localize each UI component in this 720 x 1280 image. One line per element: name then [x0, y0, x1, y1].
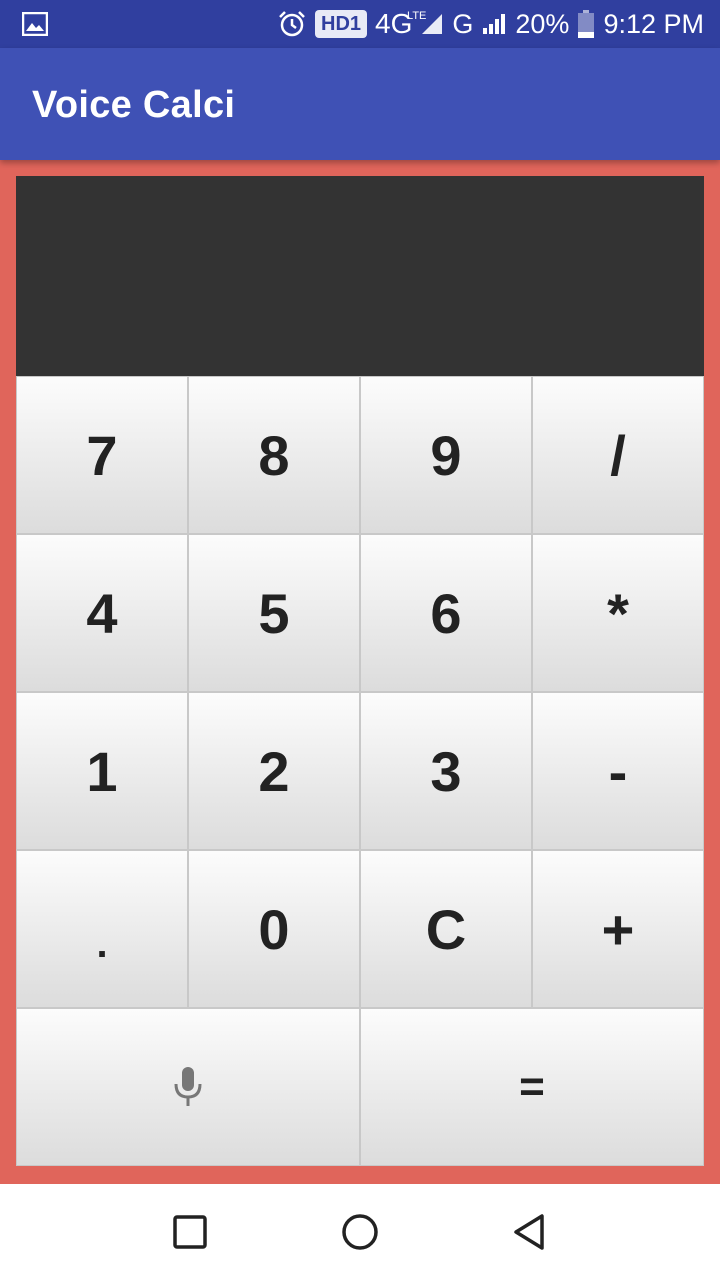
clock: 9:12 PM: [603, 8, 704, 39]
app-bar: Voice Calci: [0, 48, 720, 160]
key-equals[interactable]: =: [360, 1008, 704, 1166]
key-3[interactable]: 3: [360, 692, 532, 850]
calculator-display: [16, 176, 704, 376]
microphone-icon: [174, 1067, 202, 1106]
mic-button[interactable]: [16, 1008, 360, 1166]
network-g-label: G: [452, 8, 474, 39]
key-9[interactable]: 9: [360, 376, 532, 534]
signal-icon-2: [483, 14, 506, 34]
key-6[interactable]: 6: [360, 534, 532, 692]
key-1[interactable]: 1: [16, 692, 188, 850]
key-4[interactable]: 4: [16, 534, 188, 692]
key-7[interactable]: 7: [16, 376, 188, 534]
hd-badge: HD1: [315, 10, 368, 38]
navigation-bar: [0, 1184, 720, 1280]
battery-icon: [578, 10, 595, 38]
decimal-label: .: [96, 921, 108, 966]
key-decimal[interactable]: .: [16, 850, 188, 1008]
status-bar: HD1 4G LTE G 20% 9:12 PM: [0, 0, 720, 48]
signal-icon: [422, 14, 443, 34]
key-divide[interactable]: /: [532, 376, 704, 534]
key-add[interactable]: +: [532, 850, 704, 1008]
key-multiply[interactable]: *: [532, 534, 704, 692]
key-5[interactable]: 5: [188, 534, 360, 692]
home-icon[interactable]: [340, 1212, 380, 1252]
alarm-icon: [279, 11, 305, 37]
network-4g-label: 4G LTE: [375, 8, 426, 40]
key-subtract[interactable]: -: [532, 692, 704, 850]
recent-apps-icon[interactable]: [170, 1212, 210, 1252]
app-title: Voice Calci: [32, 84, 236, 126]
key-8[interactable]: 8: [188, 376, 360, 534]
key-2[interactable]: 2: [188, 692, 360, 850]
key-clear[interactable]: C: [360, 850, 532, 1008]
calculator-frame: 7 8 9 / 4 5 6 * 1 2 3 - . 0 C + =: [0, 160, 720, 1184]
network-4g-text: 4G: [375, 8, 413, 39]
gallery-icon: [22, 12, 48, 36]
back-icon[interactable]: [510, 1212, 550, 1252]
lte-label: LTE: [407, 10, 427, 22]
key-0[interactable]: 0: [188, 850, 360, 1008]
status-indicators: HD1 4G LTE G 20% 9:12 PM: [277, 0, 704, 48]
keypad: 7 8 9 / 4 5 6 * 1 2 3 - . 0 C + =: [16, 376, 704, 1168]
battery-percent: 20%: [515, 8, 570, 39]
